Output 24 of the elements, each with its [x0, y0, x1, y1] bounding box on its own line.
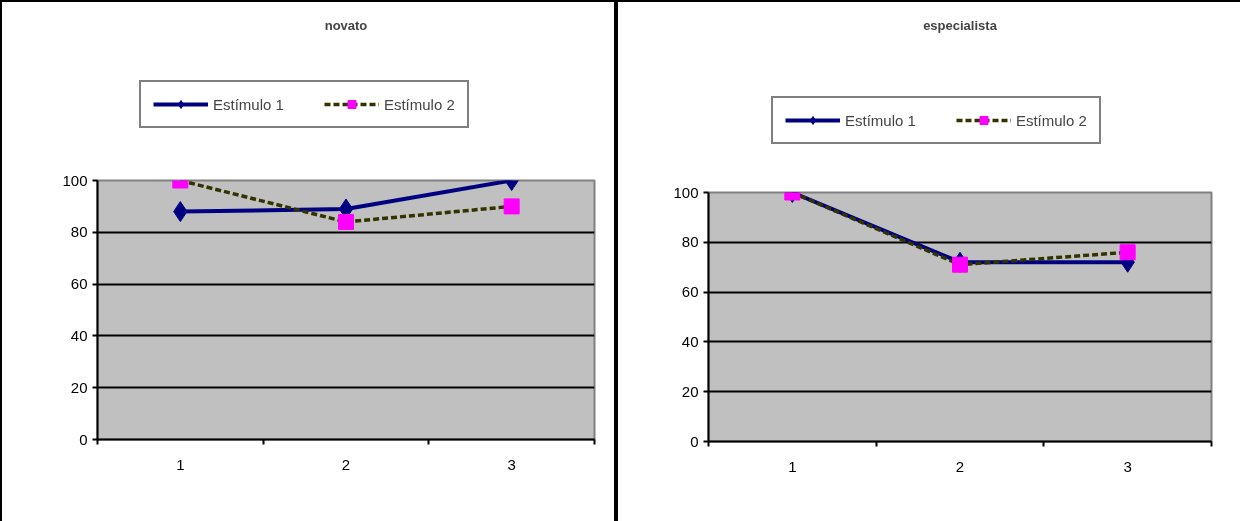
y-tick-label: 40	[70, 326, 88, 344]
legend-label: Estímulo 1	[213, 95, 284, 113]
legend-label: Estímulo 2	[383, 95, 455, 113]
y-tick-label: 80	[681, 233, 699, 251]
y-tick-label: 100	[673, 183, 699, 201]
y-tick-label: 20	[70, 378, 88, 396]
y-tick-label: 60	[681, 283, 699, 301]
x-tick-label: 1	[176, 455, 185, 473]
chart-title: novato	[324, 17, 368, 33]
y-tick-label: 100	[62, 171, 88, 189]
y-tick-label: 60	[70, 275, 88, 293]
chart-title: especialista	[923, 17, 998, 33]
legend-label: Estímulo 2	[1015, 111, 1087, 129]
x-tick-label: 2	[341, 455, 351, 473]
y-tick-label: 0	[690, 432, 699, 450]
legend-label: Estímulo 1	[845, 111, 916, 129]
x-tick-label: 2	[955, 457, 965, 475]
x-tick-label: 3	[507, 455, 516, 473]
y-tick-label: 20	[681, 382, 699, 400]
y-tick-label: 80	[70, 223, 88, 241]
y-tick-label: 0	[79, 430, 88, 448]
x-tick-label: 3	[1123, 457, 1132, 475]
y-tick-label: 40	[681, 332, 699, 350]
x-tick-label: 1	[788, 457, 797, 475]
